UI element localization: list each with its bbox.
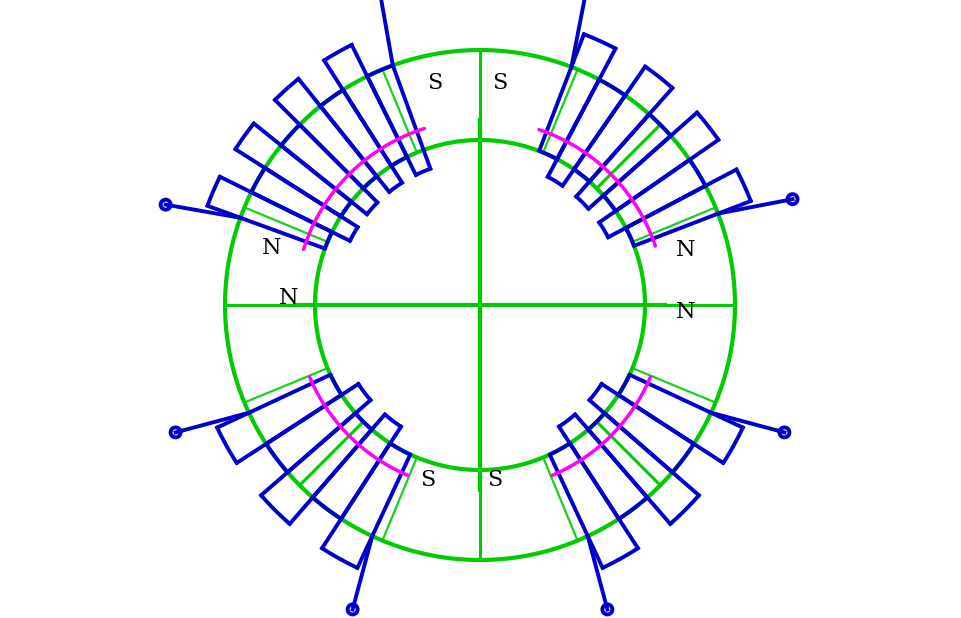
Text: S: S xyxy=(420,469,435,491)
Text: N: N xyxy=(677,301,696,323)
Text: N: N xyxy=(262,237,282,259)
Text: N: N xyxy=(677,239,696,261)
Text: N: N xyxy=(280,287,299,309)
Text: S: S xyxy=(487,469,503,491)
Text: S: S xyxy=(492,72,507,94)
Text: S: S xyxy=(428,72,443,94)
